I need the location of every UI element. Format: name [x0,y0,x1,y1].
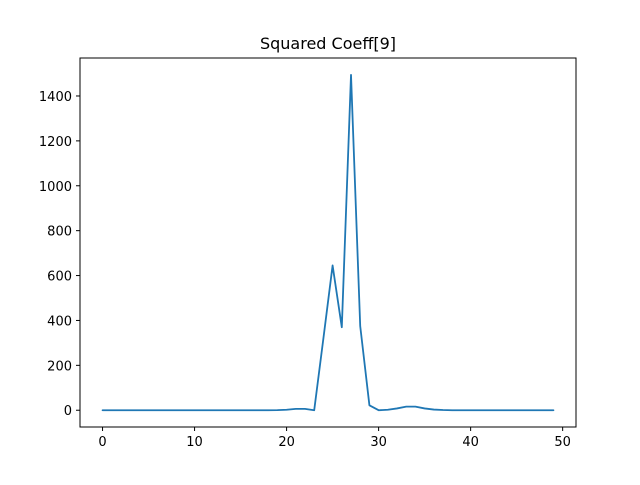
series-layer [101,73,555,412]
data-point [111,409,113,411]
data-point [332,265,334,267]
data-point [276,409,278,411]
data-point [442,409,444,411]
data-point [194,409,196,411]
data-point [359,325,361,327]
y-tick-label: 800 [47,225,72,240]
data-point [424,408,426,410]
data-point [553,409,555,411]
x-axis: 0 10 20 30 40 50 [98,427,571,450]
x-tick-label: 10 [186,435,203,450]
data-point [295,408,297,410]
x-tick-label: 20 [278,435,295,450]
x-tick-label: 30 [370,435,387,450]
data-point [461,409,463,411]
y-tick-label: 1400 [39,90,72,105]
y-tick-label: 1000 [39,180,72,195]
data-point [313,409,315,411]
data-point [369,404,371,406]
data-point [102,409,104,411]
series-line-0 [101,73,555,412]
data-point [433,409,435,411]
x-tick-label: 50 [554,435,571,450]
data-point [129,409,131,411]
data-point [184,409,186,411]
chart-title: Squared Coeff[9] [260,34,396,53]
data-point [387,409,389,411]
data-point [286,409,288,411]
data-point [323,338,325,340]
data-point [543,409,545,411]
data-point [341,326,343,328]
data-point [203,409,205,411]
data-point [249,409,251,411]
data-point [120,409,122,411]
data-point [479,409,481,411]
data-point [405,406,407,408]
data-point [166,409,168,411]
data-point [175,409,177,411]
y-axis: 0 200 400 600 800 1000 1200 1400 [39,90,80,419]
data-point [396,408,398,410]
x-tick-label: 40 [462,435,479,450]
y-tick-label: 600 [47,270,72,285]
y-tick-label: 1200 [39,135,72,150]
data-point [451,409,453,411]
data-point [534,409,536,411]
data-point [267,409,269,411]
data-point [470,409,472,411]
data-point [507,409,509,411]
data-point [212,409,214,411]
plot-frame [79,57,577,428]
data-point [230,409,232,411]
data-point [497,409,499,411]
y-tick-label: 0 [64,404,72,419]
data-point [350,74,352,76]
data-point [378,409,380,411]
data-point [516,409,518,411]
data-point [525,409,527,411]
data-point [221,409,223,411]
data-point [488,409,490,411]
data-point [240,409,242,411]
x-tick-label: 0 [98,435,106,450]
y-tick-label: 400 [47,314,72,329]
data-point [157,409,159,411]
data-point [304,408,306,410]
data-point [415,406,417,408]
y-tick-label: 200 [47,359,72,374]
data-point [138,409,140,411]
data-point [258,409,260,411]
data-point [148,409,150,411]
